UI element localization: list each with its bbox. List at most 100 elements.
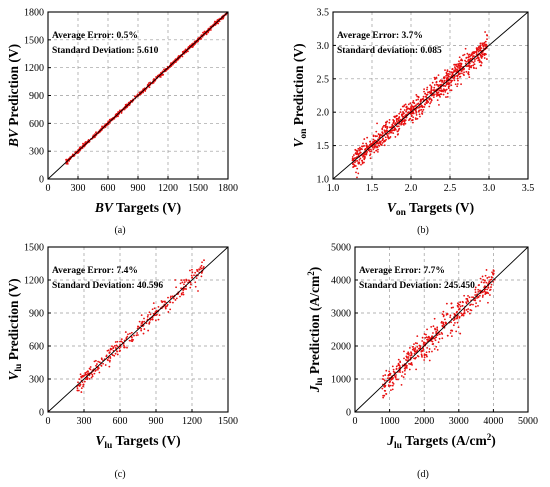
data-point — [201, 261, 203, 264]
data-point — [447, 73, 450, 75]
data-point — [435, 93, 438, 96]
data-point — [425, 336, 428, 339]
annotation-text: Average Error: 7.4% — [52, 266, 138, 276]
data-point — [457, 79, 459, 82]
data-point — [191, 271, 194, 274]
x-tick-label: 1000 — [380, 416, 400, 427]
data-point — [419, 115, 421, 118]
annotation-text: Standard Deviation: 245.450 — [359, 281, 475, 291]
data-point — [467, 308, 470, 310]
data-point — [167, 311, 170, 313]
data-point — [487, 286, 490, 289]
panel-label: (b) — [417, 225, 429, 236]
data-point — [404, 119, 407, 122]
data-point — [487, 301, 489, 304]
data-point — [386, 126, 389, 128]
data-point — [465, 302, 468, 305]
data-point — [395, 365, 398, 368]
data-point — [435, 330, 438, 333]
data-point — [470, 66, 473, 69]
data-point — [445, 88, 448, 91]
data-point — [365, 152, 368, 155]
data-point — [141, 320, 144, 323]
data-point — [483, 279, 486, 282]
data-point — [426, 86, 429, 89]
data-point — [460, 83, 462, 86]
data-point — [414, 347, 417, 349]
data-point — [455, 68, 457, 71]
data-point — [374, 145, 377, 148]
data-point — [403, 120, 406, 123]
data-point — [358, 152, 361, 155]
data-point — [425, 351, 428, 354]
data-point — [411, 118, 414, 121]
y-axis-label: BV Prediction (V) — [6, 44, 21, 148]
data-point — [448, 83, 451, 85]
data-point — [114, 352, 117, 355]
data-point — [193, 274, 195, 277]
x-tick-label: 600 — [113, 416, 128, 427]
data-point — [484, 274, 487, 277]
data-point — [433, 84, 436, 86]
data-point — [476, 48, 479, 51]
data-point — [442, 322, 444, 325]
y-tick-label: 0 — [346, 408, 351, 419]
data-point — [185, 279, 188, 282]
data-point — [470, 54, 472, 57]
data-point — [445, 77, 448, 80]
data-point — [437, 74, 440, 76]
data-point — [431, 335, 433, 338]
data-point — [153, 307, 156, 310]
data-point — [375, 130, 378, 133]
data-point — [437, 341, 440, 344]
data-point — [378, 133, 380, 136]
y-axis-label: Von Prediction (V) — [291, 43, 309, 147]
data-point — [461, 70, 463, 72]
data-point — [137, 334, 139, 336]
data-point — [438, 337, 441, 340]
y-tick-label: 3.0 — [317, 41, 330, 52]
x-axis-label: Vlu Targets (V) — [95, 433, 180, 451]
data-point — [392, 382, 395, 385]
axis-label-text: Prediction (V) — [291, 43, 306, 128]
axis-label-symbol: J — [307, 384, 322, 393]
data-point — [446, 74, 448, 76]
data-point — [161, 74, 164, 76]
data-point — [481, 275, 484, 278]
data-point — [418, 109, 420, 112]
data-point — [405, 108, 408, 111]
data-point — [408, 368, 411, 371]
y-tick-label: 1200 — [24, 276, 44, 287]
data-point — [120, 340, 123, 343]
data-point — [108, 360, 111, 363]
data-point — [394, 116, 396, 119]
data-point — [130, 331, 133, 334]
data-point — [143, 317, 145, 320]
x-tick-label: 2.5 — [444, 183, 457, 194]
data-point — [96, 368, 99, 371]
data-point — [361, 161, 364, 164]
data-point — [375, 149, 378, 152]
data-point — [383, 389, 386, 392]
data-point — [464, 59, 466, 62]
axis-label-subscript: lu — [104, 441, 113, 451]
data-point — [433, 348, 436, 350]
data-point — [360, 147, 362, 150]
data-point — [79, 373, 82, 376]
data-point — [367, 149, 370, 152]
y-tick-label: 5000 — [331, 243, 351, 254]
data-point — [405, 106, 408, 109]
data-point — [397, 130, 399, 133]
data-point — [446, 82, 449, 85]
data-point — [397, 129, 400, 131]
data-point — [476, 297, 478, 299]
data-point — [456, 77, 459, 80]
data-point — [414, 357, 417, 360]
data-point — [412, 121, 414, 124]
data-point — [86, 378, 89, 381]
data-point — [404, 366, 407, 369]
data-point — [378, 135, 381, 138]
data-point — [148, 322, 151, 325]
axis-label-superscript: 2 — [306, 271, 316, 276]
data-point — [95, 131, 97, 134]
